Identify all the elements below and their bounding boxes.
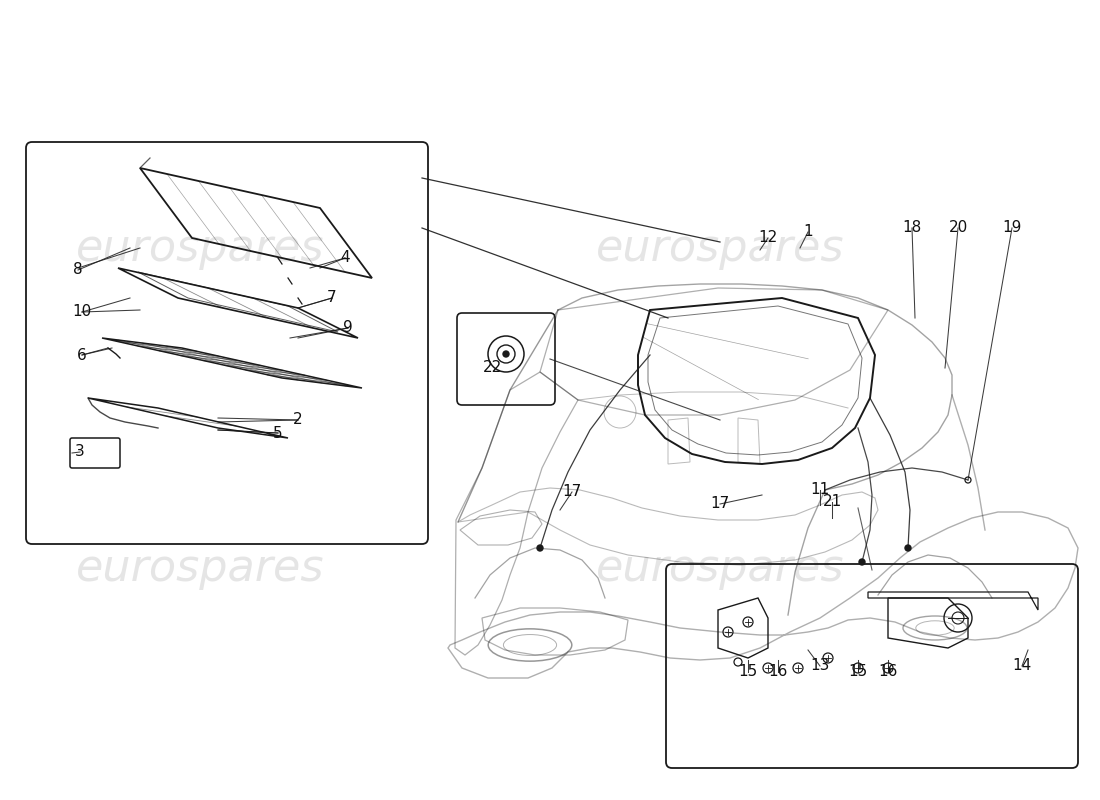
Text: 14: 14 xyxy=(1012,658,1032,674)
Text: eurospares: eurospares xyxy=(596,226,845,270)
Text: eurospares: eurospares xyxy=(596,546,845,590)
Text: 19: 19 xyxy=(1002,221,1022,235)
Text: 8: 8 xyxy=(74,262,82,278)
Text: 4: 4 xyxy=(340,250,350,266)
Text: 15: 15 xyxy=(738,665,758,679)
Text: 2: 2 xyxy=(294,413,302,427)
FancyBboxPatch shape xyxy=(70,438,120,468)
Text: eurospares: eurospares xyxy=(76,546,324,590)
Text: 3: 3 xyxy=(75,445,85,459)
Text: 18: 18 xyxy=(902,221,922,235)
Text: 7: 7 xyxy=(327,290,337,306)
Text: 11: 11 xyxy=(811,482,829,498)
Text: 22: 22 xyxy=(483,361,502,375)
Text: 17: 17 xyxy=(711,497,729,511)
Text: 13: 13 xyxy=(811,658,829,674)
Text: eurospares: eurospares xyxy=(76,226,324,270)
Circle shape xyxy=(905,545,911,551)
Text: 21: 21 xyxy=(823,494,842,510)
Text: 16: 16 xyxy=(878,665,898,679)
Text: 15: 15 xyxy=(848,665,868,679)
Text: 5: 5 xyxy=(273,426,283,441)
Circle shape xyxy=(859,559,865,565)
Text: 20: 20 xyxy=(948,221,968,235)
Text: 17: 17 xyxy=(562,485,582,499)
Text: 12: 12 xyxy=(758,230,778,246)
Text: 9: 9 xyxy=(343,321,353,335)
Text: 16: 16 xyxy=(768,665,788,679)
Circle shape xyxy=(503,351,509,357)
Circle shape xyxy=(537,545,543,551)
Text: 6: 6 xyxy=(77,347,87,362)
Text: 10: 10 xyxy=(73,305,91,319)
Text: 1: 1 xyxy=(803,225,813,239)
